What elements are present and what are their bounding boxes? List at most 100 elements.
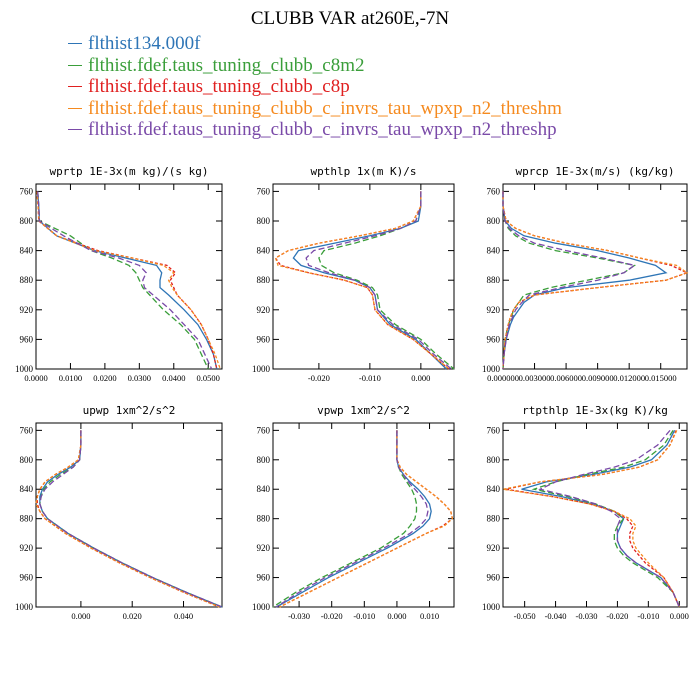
legend-item: flthist.fdef.taus_tuning_clubb_c8p xyxy=(68,76,562,98)
x-tick-label: -0.010 xyxy=(359,373,381,383)
legend-label: flthist134.000f xyxy=(88,33,201,55)
y-tick-label: 1000 xyxy=(252,602,271,612)
plot-frame xyxy=(502,422,688,608)
series-line xyxy=(37,191,213,370)
legend-item: flthist134.000f xyxy=(68,33,562,55)
series-line xyxy=(502,191,689,370)
y-tick-label: 960 xyxy=(257,573,271,583)
y-tick-label: 1000 xyxy=(482,364,501,374)
series-line xyxy=(274,191,450,370)
plot-frame xyxy=(35,422,223,608)
x-tick-label: -0.050 xyxy=(514,611,536,621)
legend-label: flthist.fdef.taus_tuning_clubb_c_invrs_t… xyxy=(88,119,557,141)
y-tick-label: 880 xyxy=(257,514,271,524)
y-tick-label: 800 xyxy=(20,455,34,465)
series-line xyxy=(502,191,637,370)
x-tick-label: -0.010 xyxy=(637,611,659,621)
y-tick-label: 920 xyxy=(487,305,501,315)
series-line xyxy=(39,430,223,608)
y-tick-label: 760 xyxy=(257,186,271,196)
chart-panel: upwp 1xm^2/s^2 760 800 840 880 920 960 1000 0.00… xyxy=(15,404,223,621)
x-tick-label: 0.000 xyxy=(387,611,406,621)
y-tick-label: 880 xyxy=(20,514,34,524)
y-tick-label: 840 xyxy=(257,246,271,256)
y-tick-label: 840 xyxy=(257,484,271,494)
x-tick-label: 0.003000 xyxy=(519,373,551,383)
series-line xyxy=(36,191,218,370)
x-tick-label: 0.0300 xyxy=(128,373,151,383)
y-tick-label: 760 xyxy=(257,425,271,435)
y-tick-label: 880 xyxy=(20,275,34,285)
legend-swatch xyxy=(68,43,82,45)
series-line xyxy=(502,430,680,608)
y-tick-label: 840 xyxy=(20,246,34,256)
main-title: CLUBB VAR at260E,-7N xyxy=(250,8,450,29)
y-tick-label: 1000 xyxy=(482,602,501,612)
y-tick-label: 920 xyxy=(257,305,271,315)
legend-swatch xyxy=(68,86,82,88)
legend-swatch xyxy=(68,64,82,66)
x-tick-label: -0.020 xyxy=(308,373,330,383)
series-line xyxy=(505,430,680,608)
x-tick-label: 0.015000 xyxy=(645,373,677,383)
chart-panel: wprtp 1E-3x(m kg)/(s kg) 760 800 840 880 920 9… xyxy=(15,165,223,383)
legend-label: flthist.fdef.taus_tuning_clubb_c_invrs_t… xyxy=(88,97,562,119)
y-tick-label: 800 xyxy=(20,216,34,226)
y-tick-label: 760 xyxy=(20,425,34,435)
legend-label: flthist.fdef.taus_tuning_clubb_c8m2 xyxy=(88,54,365,76)
y-tick-label: 1000 xyxy=(15,364,34,374)
y-tick-label: 960 xyxy=(257,334,271,344)
chart-title: vpwp 1xm^2/s^2 xyxy=(317,404,410,417)
series-line xyxy=(36,430,220,608)
x-tick-label: 0.012000 xyxy=(613,373,645,383)
x-tick-label: -0.020 xyxy=(606,611,628,621)
y-tick-label: 920 xyxy=(487,543,501,553)
y-tick-label: 800 xyxy=(487,455,501,465)
chart-panel: rtpthlp 1E-3x(kg K)/kg 760 800 840 880 920 960… xyxy=(482,404,689,621)
y-tick-label: 920 xyxy=(20,305,34,315)
series-line xyxy=(36,191,221,370)
series-line xyxy=(37,191,209,370)
legend-swatch xyxy=(68,129,82,131)
series-line xyxy=(272,430,418,608)
chart-panel: wprcp 1E-3x(m/s) (kg/kg) 760 800 840 880 920 9… xyxy=(482,165,689,383)
plot-frame xyxy=(272,422,455,608)
y-tick-label: 1000 xyxy=(15,602,34,612)
y-tick-label: 800 xyxy=(257,455,271,465)
y-tick-label: 760 xyxy=(487,186,501,196)
y-tick-label: 760 xyxy=(487,425,501,435)
x-tick-label: 0.000 xyxy=(71,611,90,621)
y-tick-label: 840 xyxy=(487,484,501,494)
chart-panel: vpwp 1xm^2/s^2 760 800 840 880 920 960 1000 -0.0… xyxy=(252,404,455,621)
series-line xyxy=(279,430,454,608)
series-line xyxy=(531,430,680,608)
series-line xyxy=(275,430,429,608)
x-tick-label: -0.010 xyxy=(353,611,375,621)
legend-label: flthist.fdef.taus_tuning_clubb_c8p xyxy=(88,76,350,98)
series-line xyxy=(279,430,454,608)
y-tick-label: 840 xyxy=(20,484,34,494)
y-tick-label: 920 xyxy=(20,543,34,553)
series-line xyxy=(35,430,220,608)
x-tick-label: 0.000 xyxy=(411,373,430,383)
chart-title: rtpthlp 1E-3x(kg K)/kg xyxy=(522,404,668,417)
x-tick-label: 0.000000 xyxy=(487,373,519,383)
x-tick-label: 0.006000 xyxy=(550,373,582,383)
series-line xyxy=(502,191,668,370)
series-line xyxy=(39,430,223,608)
x-tick-label: -0.030 xyxy=(288,611,310,621)
plot-frame xyxy=(35,183,223,370)
plot-frame xyxy=(272,183,455,370)
chart-panel: wpthlp 1x(m K)/s 760 800 840 880 920 960 1000 -0… xyxy=(252,165,455,383)
x-tick-label: 0.0400 xyxy=(162,373,185,383)
chart-title: wpthlp 1x(m K)/s xyxy=(311,165,417,178)
x-tick-label: 0.0200 xyxy=(93,373,116,383)
x-tick-label: 0.040 xyxy=(174,611,193,621)
legend-swatch xyxy=(68,107,82,109)
x-tick-label: 0.010 xyxy=(420,611,439,621)
chart-title: upwp 1xm^2/s^2 xyxy=(83,404,176,417)
x-tick-label: 0.0100 xyxy=(59,373,82,383)
series-line xyxy=(274,191,450,370)
y-tick-label: 960 xyxy=(487,334,501,344)
